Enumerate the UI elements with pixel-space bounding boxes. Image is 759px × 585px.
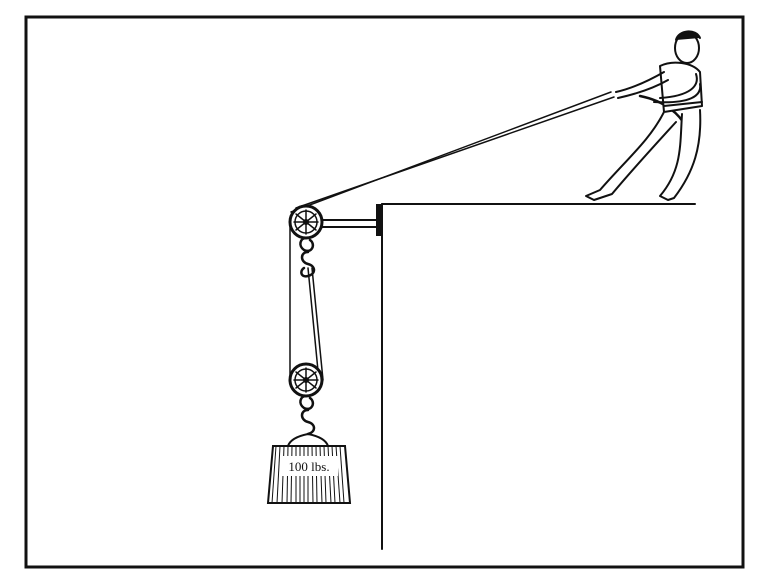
- person-pulling: [585, 30, 703, 201]
- movable-pulley: [288, 362, 324, 398]
- lower-hooks: [287, 394, 329, 447]
- support-bracket: [321, 219, 377, 228]
- rope: [289, 91, 692, 382]
- diagram-frame: [24, 15, 745, 569]
- fixed-pulley: [288, 204, 324, 240]
- weight: 100 lbs.: [266, 445, 352, 504]
- upper-hooks: [299, 236, 316, 278]
- building-edge: [376, 203, 696, 550]
- weight-label: 100 lbs.: [288, 459, 329, 474]
